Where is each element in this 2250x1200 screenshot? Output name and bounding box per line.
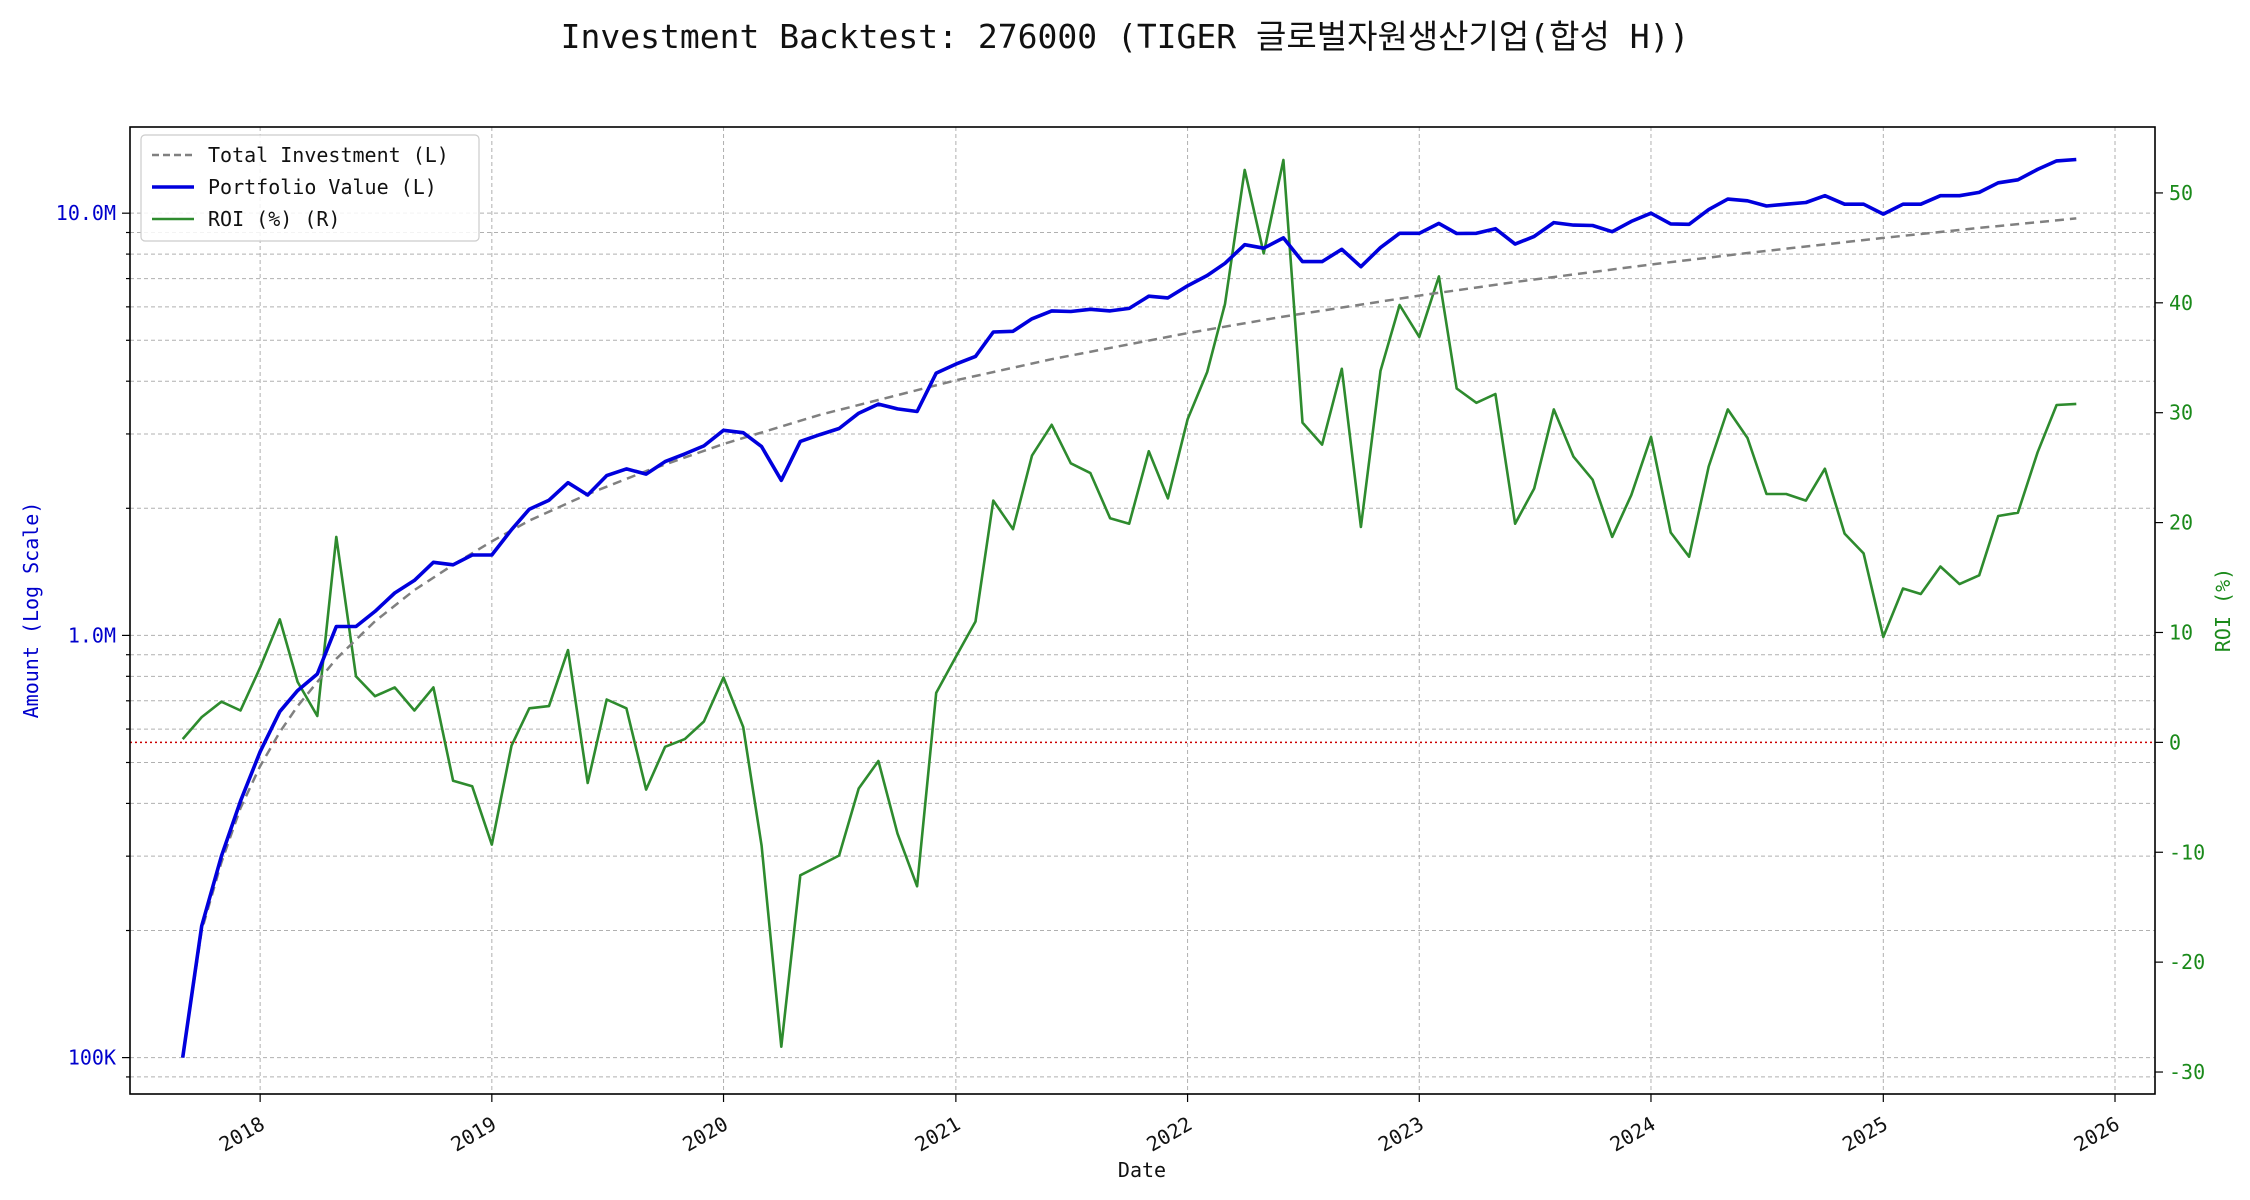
x-tick-label: 2020 (678, 1112, 732, 1157)
left-axis-title: Amount (Log Scale) (19, 502, 43, 719)
x-tick-label: 2018 (215, 1112, 269, 1157)
x-tick-label: 2024 (1606, 1112, 1660, 1157)
left-tick-label: 100K (68, 1046, 116, 1070)
chart-legend: Total Investment (L) Portfolio Value (L) R… (140, 134, 480, 242)
legend-label: Portfolio Value (L) (208, 175, 437, 199)
left-axis-ticks: 100K 1.0M 10.0M (56, 201, 130, 1078)
x-tick-label: 2025 (1838, 1112, 1892, 1157)
x-tick-label: 2019 (447, 1112, 501, 1157)
right-tick-label: 20 (2169, 511, 2193, 535)
chart-title: Investment Backtest: 276000 (TIGER 글로벌자원… (561, 17, 1690, 56)
plot-area-frame (129, 126, 2156, 1095)
legend-box (140, 134, 480, 242)
legend-label: ROI (%) (R) (208, 207, 340, 231)
right-tick-label: 50 (2169, 181, 2193, 205)
x-tick-label: 2022 (1142, 1112, 1196, 1157)
legend-label: Total Investment (L) (208, 143, 449, 167)
series-line-portfolio-value-l (180, 157, 2077, 1058)
right-tick-label: -20 (2169, 950, 2205, 974)
x-axis-title: Date (1118, 1158, 1166, 1182)
right-axis-ticks: -30 -20 -10 0 10 20 30 40 50 (2155, 181, 2205, 1084)
right-tick-label: 0 (2169, 730, 2181, 754)
left-tick-label: 1.0M (68, 623, 116, 647)
left-tick-label: 10.0M (56, 201, 116, 225)
x-tick-label: 2026 (2070, 1112, 2124, 1157)
series-line-total-investment-l (181, 217, 2077, 1058)
x-tick-label: 2021 (911, 1112, 965, 1157)
series-lines (180, 157, 2077, 1058)
right-axis-title: ROI (%) (2211, 568, 2235, 652)
x-tick-label: 2023 (1374, 1112, 1428, 1157)
series-line-roi-r (181, 158, 2077, 1048)
grid-lines (130, 127, 2155, 1094)
right-tick-label: 30 (2169, 401, 2193, 425)
right-tick-label: 40 (2169, 291, 2193, 315)
right-tick-label: -10 (2169, 840, 2205, 864)
right-tick-label: -30 (2169, 1060, 2205, 1084)
x-axis-ticks: 2018 2019 2020 2021 2022 2023 2024 2025 2026 (215, 1094, 2124, 1156)
right-tick-label: 10 (2169, 620, 2193, 644)
